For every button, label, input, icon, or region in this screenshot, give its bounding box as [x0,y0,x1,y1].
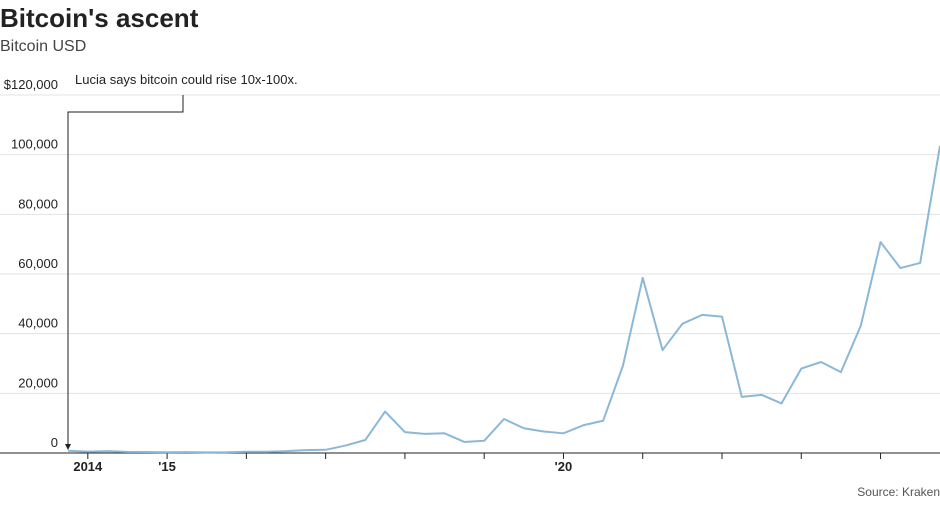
x-tick-label: 2014 [73,459,103,474]
y-tick-label: 0 [51,435,58,450]
x-tick-label: '15 [158,459,176,474]
price-line [67,145,940,454]
annotation-leader [67,95,184,447]
y-tick-label: 80,000 [18,196,58,211]
y-tick-label: 20,000 [18,375,58,390]
x-tick-label: '20 [555,459,573,474]
annotation: Lucia says bitcoin could rise 10x-100x. [75,72,298,87]
y-tick-label: 100,000 [11,137,58,152]
annotation-arrow [65,444,71,450]
y-tick-label: 40,000 [18,316,58,331]
y-tick-label: 60,000 [18,256,58,271]
source: Source: Kraken [857,485,940,499]
chart-title: Bitcoin's ascent [0,3,199,33]
chart-subtitle: Bitcoin USD [0,38,86,55]
y-tick-label: $120,000 [4,77,58,92]
